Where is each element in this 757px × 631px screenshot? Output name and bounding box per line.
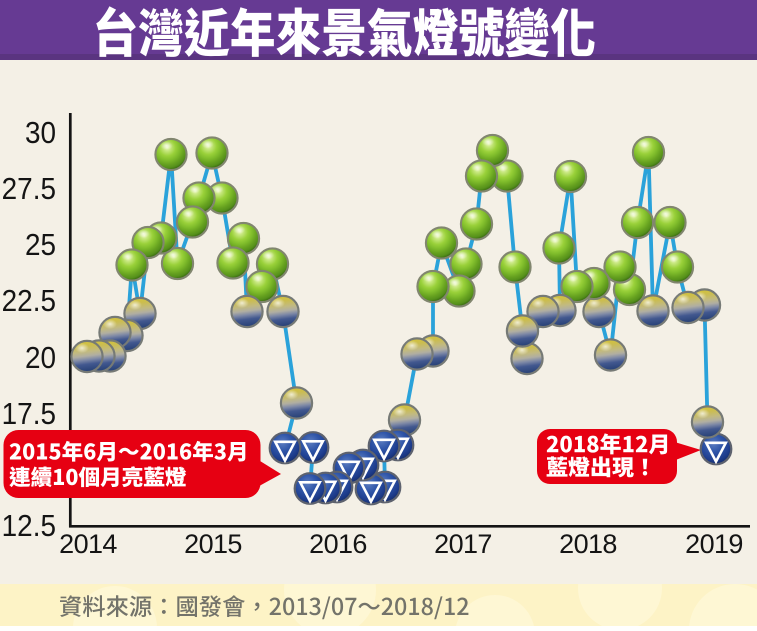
svg-text:27.5: 27.5 <box>2 172 56 207</box>
svg-text:17.5: 17.5 <box>2 397 56 432</box>
svg-text:2016: 2016 <box>309 529 367 559</box>
svg-text:20: 20 <box>25 341 56 376</box>
svg-text:2018: 2018 <box>559 529 617 559</box>
svg-text:2014: 2014 <box>59 529 117 559</box>
svg-text:2019: 2019 <box>685 529 743 559</box>
svg-text:12.5: 12.5 <box>2 509 56 544</box>
svg-text:2017: 2017 <box>434 529 492 559</box>
svg-text:25: 25 <box>25 228 56 263</box>
svg-text:30: 30 <box>25 116 56 151</box>
svg-text:2015: 2015 <box>184 529 242 559</box>
svg-text:22.5: 22.5 <box>2 284 56 319</box>
